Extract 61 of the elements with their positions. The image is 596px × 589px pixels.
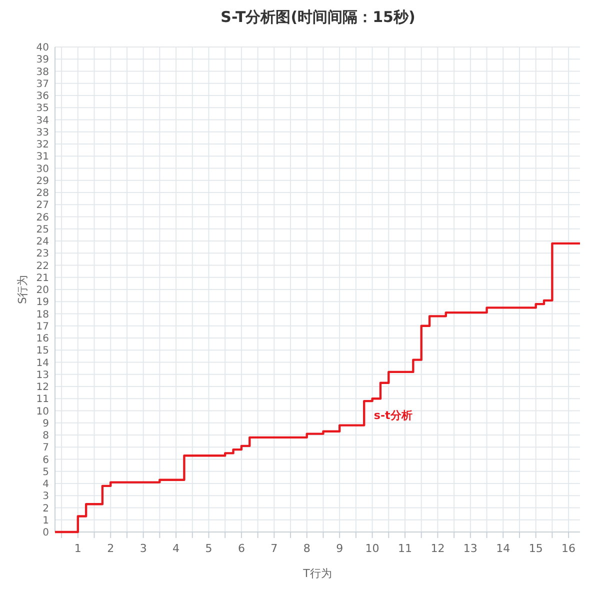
y-tick-label: 36 <box>36 91 49 102</box>
x-tick-label: 15 <box>528 542 543 555</box>
x-tick-label: 7 <box>270 542 278 555</box>
y-tick-label: 4 <box>42 479 49 490</box>
y-tick-label: 19 <box>36 297 49 308</box>
y-tick-label: 23 <box>36 248 49 260</box>
y-axis-title: S行为 <box>16 275 29 304</box>
y-tick-label: 0 <box>42 528 49 538</box>
y-tick-label: 38 <box>36 66 49 78</box>
y-tick-label: 10 <box>36 406 49 418</box>
y-tick-label: 14 <box>36 358 49 369</box>
y-tick-label: 34 <box>36 115 49 126</box>
y-tick-label: 17 <box>36 321 49 332</box>
x-tick-label: 6 <box>238 542 245 555</box>
y-tick-label: 29 <box>36 176 49 187</box>
y-tick-label: 3 <box>42 491 49 502</box>
y-tick-label: 32 <box>36 140 49 150</box>
y-tick-label: 27 <box>36 200 49 212</box>
series-label: s-t分析 <box>374 409 412 422</box>
x-tick-label: 1 <box>74 542 82 555</box>
y-tick-label: 9 <box>42 418 49 430</box>
y-tick-label: 6 <box>42 454 49 466</box>
x-tick-label: 11 <box>398 542 412 555</box>
y-tick-label: 20 <box>36 285 49 296</box>
y-tick-label: 40 <box>36 42 49 54</box>
y-tick-label: 15 <box>36 346 49 357</box>
x-tick-label: 14 <box>496 542 510 555</box>
y-tick-label: 18 <box>36 309 49 320</box>
y-tick-label: 28 <box>36 188 49 199</box>
y-tick-label: 39 <box>36 54 49 66</box>
y-tick-label: 1 <box>42 515 49 526</box>
chart-title: S-T分析图(时间间隔：15秒) <box>220 8 416 26</box>
x-tick-label: 16 <box>562 542 576 555</box>
y-tick-label: 5 <box>42 466 49 478</box>
y-tick-label: 13 <box>36 370 49 381</box>
y-tick-label: 25 <box>36 224 49 236</box>
x-tick-label: 4 <box>172 542 180 555</box>
y-tick-label: 12 <box>36 382 49 393</box>
y-tick-label: 11 <box>36 394 49 406</box>
y-tick-label: 21 <box>36 272 49 284</box>
y-tick-label: 2 <box>42 503 49 514</box>
x-tick-label: 13 <box>463 542 478 555</box>
x-tick-label: 10 <box>365 542 380 555</box>
y-tick-label: 8 <box>42 430 49 442</box>
y-tick-label: 7 <box>42 442 49 454</box>
y-tick-label: 26 <box>36 212 49 224</box>
x-tick-label: 9 <box>336 542 344 555</box>
x-tick-label: 2 <box>107 542 114 555</box>
y-tick-label: 24 <box>36 236 49 248</box>
y-tick-label: 31 <box>36 152 49 163</box>
x-tick-label: 12 <box>430 542 445 555</box>
y-tick-label: 33 <box>36 127 49 138</box>
y-tick-label: 22 <box>36 260 49 272</box>
y-tick-label: 35 <box>36 103 49 114</box>
x-axis-title: T行为 <box>302 567 332 580</box>
y-tick-label: 30 <box>36 164 49 175</box>
y-tick-label: 37 <box>36 78 49 90</box>
x-tick-label: 8 <box>303 542 310 555</box>
x-tick-label: 3 <box>140 542 147 555</box>
x-tick-label: 5 <box>205 542 212 555</box>
y-tick-label: 16 <box>36 334 49 344</box>
